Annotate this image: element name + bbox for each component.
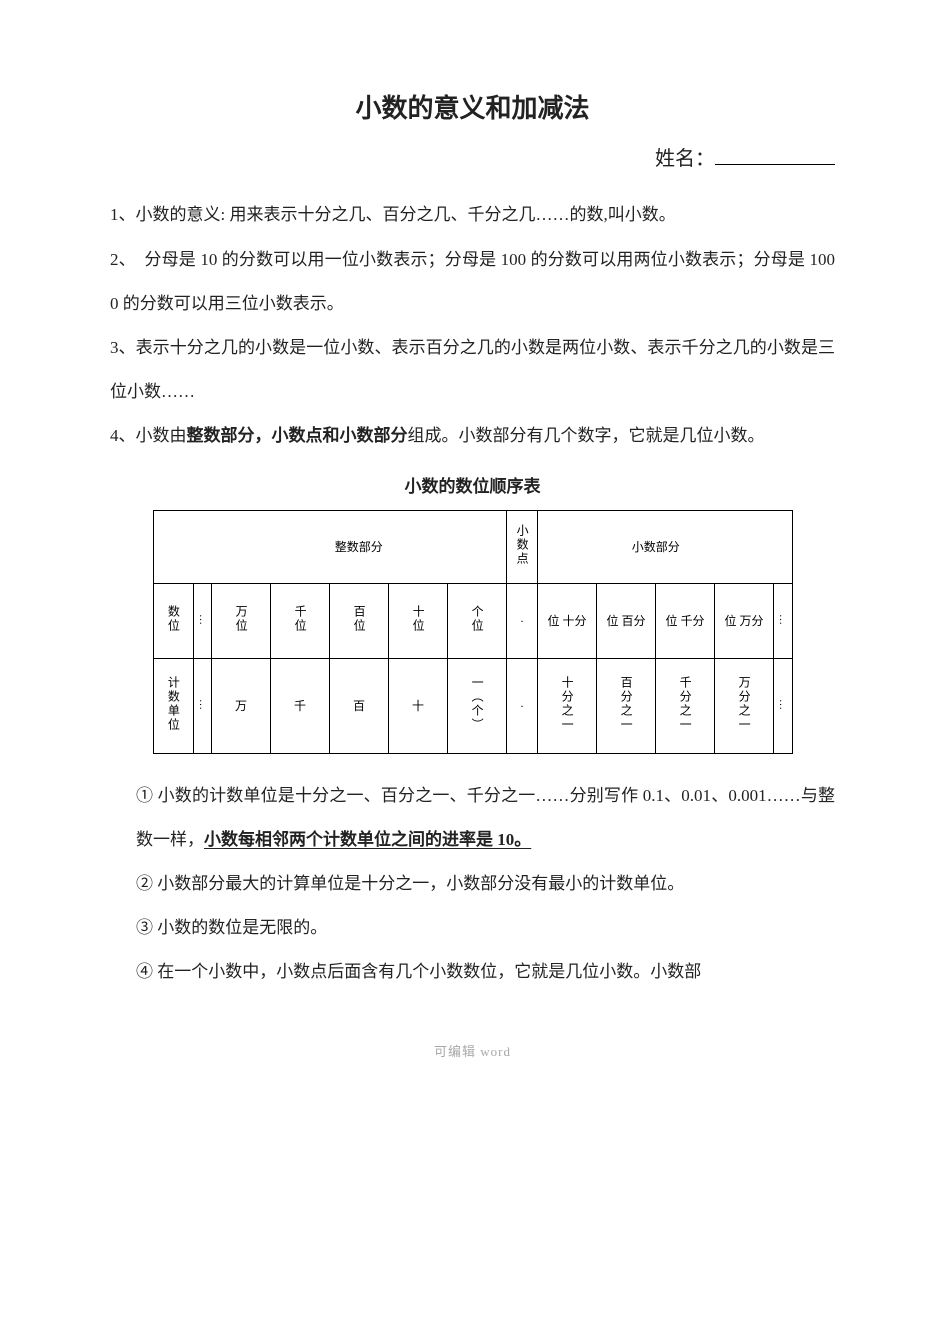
r3-label-text: 计数单位 <box>165 676 181 732</box>
name-blank[interactable] <box>715 144 835 165</box>
r2-dec-3: 位 万分 <box>715 583 774 658</box>
r3-dec-2-t: 千分之一 <box>677 676 693 732</box>
hdr-dot: 小数点 <box>507 510 538 583</box>
paragraph-3: 3、表示十分之几的小数是一位小数、表示百分之几的小数是两位小数、表示千分之几的小… <box>110 326 835 414</box>
p4-prefix: 4、小数由 <box>110 426 187 445</box>
r2-int-3: 十位 <box>389 583 448 658</box>
name-label: 姓名： <box>655 148 715 170</box>
r2-label-text: 数位 <box>165 605 181 633</box>
r3-ell-l-g: … <box>195 699 210 710</box>
r2-dot: · <box>507 583 538 658</box>
r3-dec-3: 万分之一 <box>715 658 774 753</box>
r3-ell-l: … <box>194 658 212 753</box>
r3-dec-0: 十分之一 <box>538 658 597 753</box>
note-1-underline: 小数每相邻两个计数单位之间的进率是 10。 <box>204 830 531 849</box>
table-caption: 小数的数位顺序表 <box>110 473 835 500</box>
r3-int-4: 一（个） <box>448 658 507 753</box>
r2-dec-1: 位 百分 <box>597 583 656 658</box>
table-row-digits: 数位 … 万位 千位 百位 十位 个位 · 位 十分 位 百分 位 千分 位 万… <box>153 583 792 658</box>
r2-ell-r: … <box>774 583 793 658</box>
r2-int-3-t: 十位 <box>410 605 426 633</box>
r3-int-1: 千 <box>271 658 330 753</box>
r3-dec-2: 千分之一 <box>656 658 715 753</box>
r3-dot: · <box>507 658 538 753</box>
place-value-table: 整数部分 小数点 小数部分 数位 … 万位 千位 百位 十位 个位 · 位 十分… <box>153 510 793 754</box>
hdr-decimal: 小数部分 <box>538 510 774 583</box>
r2-ell-r-g: … <box>775 614 790 625</box>
paragraph-2: 2、 分母是 10 的分数可以用一位小数表示；分母是 100 的分数可以用两位小… <box>110 238 835 326</box>
page-title: 小数的意义和加减法 <box>110 90 835 126</box>
r2-int-4: 个位 <box>448 583 507 658</box>
r2-int-2-t: 百位 <box>351 605 367 633</box>
r3-int-0: 万 <box>212 658 271 753</box>
paragraph-1: 1、小数的意义: 用来表示十分之几、百分之几、千分之几……的数,叫小数。 <box>110 193 835 237</box>
r3-dec-0-t: 十分之一 <box>559 676 575 732</box>
r3-ell-r-g: … <box>775 699 790 710</box>
note-3: ③ 小数的数位是无限的。 <box>136 906 835 950</box>
note-4: ④ 在一个小数中，小数点后面含有几个小数数位，它就是几位小数。小数部 <box>136 950 835 994</box>
r2-dec-0: 位 十分 <box>538 583 597 658</box>
r2-dec-2: 位 千分 <box>656 583 715 658</box>
r3-dec-3-t: 万分之一 <box>736 676 752 732</box>
page-root: 小数的意义和加减法 姓名： 1、小数的意义: 用来表示十分之几、百分之几、千分之… <box>0 0 945 1098</box>
hdr-blank <box>153 510 194 583</box>
r2-int-0: 万位 <box>212 583 271 658</box>
hdr-ell-l <box>194 510 212 583</box>
p4-bold: 整数部分，小数点和小数部分 <box>187 426 408 445</box>
r2-int-1: 千位 <box>271 583 330 658</box>
r3-int-2: 百 <box>330 658 389 753</box>
r3-int-4-t: 一（个） <box>469 676 485 732</box>
hdr-ell-r <box>774 510 793 583</box>
r2-label: 数位 <box>153 583 194 658</box>
r2-int-2: 百位 <box>330 583 389 658</box>
r3-dec-1-t: 百分之一 <box>618 676 634 732</box>
table-header-row: 整数部分 小数点 小数部分 <box>153 510 792 583</box>
r2-ell-l-g: … <box>195 614 210 625</box>
r3-int-3: 十 <box>389 658 448 753</box>
footer-text: 可编辑 word <box>110 1035 835 1069</box>
note-1: ① 小数的计数单位是十分之一、百分之一、千分之一……分别写作 0.1、0.01、… <box>136 774 835 862</box>
note-2: ② 小数部分最大的计算单位是十分之一，小数部分没有最小的计数单位。 <box>136 862 835 906</box>
r2-int-4-t: 个位 <box>469 605 485 633</box>
r3-label: 计数单位 <box>153 658 194 753</box>
r2-int-0-t: 万位 <box>233 605 249 633</box>
r2-int-1-t: 千位 <box>292 605 308 633</box>
paragraph-4: 4、小数由整数部分，小数点和小数部分组成。小数部分有几个数字，它就是几位小数。 <box>110 414 835 458</box>
r3-ell-r: … <box>774 658 793 753</box>
table-row-units: 计数单位 … 万 千 百 十 一（个） · 十分之一 百分之一 千分之一 万分之… <box>153 658 792 753</box>
hdr-integer: 整数部分 <box>212 510 507 583</box>
p4-suffix: 组成。小数部分有几个数字，它就是几位小数。 <box>408 426 765 445</box>
r3-dec-1: 百分之一 <box>597 658 656 753</box>
hdr-dot-text: 小数点 <box>514 524 530 566</box>
r2-ell-l: … <box>194 583 212 658</box>
name-row: 姓名： <box>110 144 835 171</box>
